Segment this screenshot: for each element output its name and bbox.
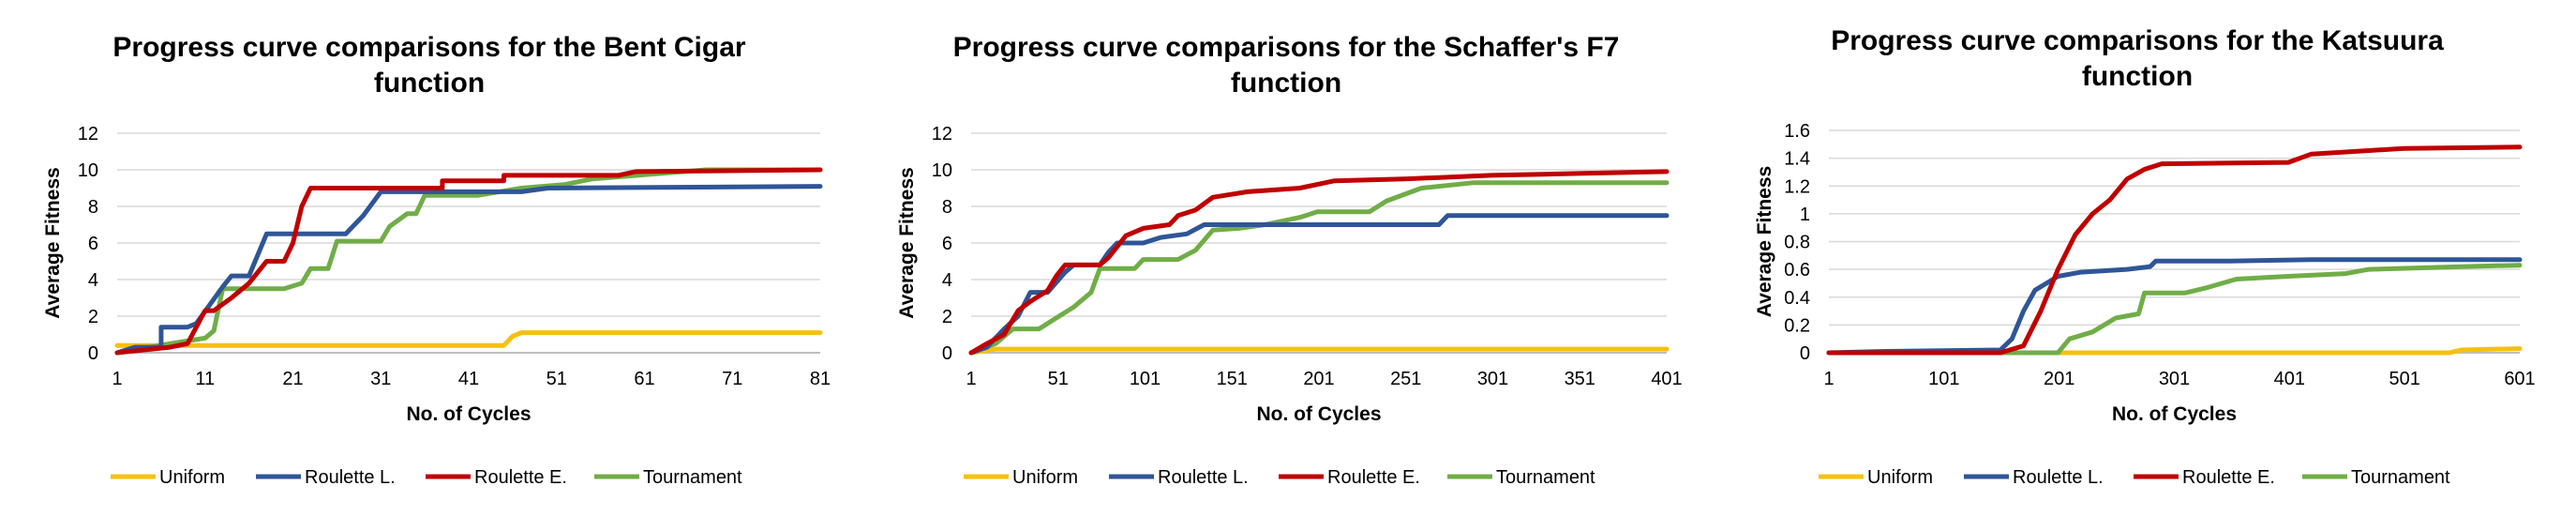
y-tick-label: 0.8 [1784, 233, 1810, 253]
x-tick-label: 61 [634, 369, 654, 389]
series-line-roulette-e [968, 169, 1670, 356]
x-tick-label: 501 [2389, 369, 2419, 389]
y-tick-label: 1.6 [1784, 121, 1810, 142]
y-tick-label: 4 [942, 270, 952, 291]
y-tick-label: 0.6 [1784, 260, 1810, 281]
y-tick-label: 8 [942, 197, 952, 218]
legend: Uniform Roulette L. Roulette E. Tournament [964, 467, 1595, 488]
y-tick-label: 0.4 [1784, 288, 1810, 309]
x-tick-label: 1 [1823, 369, 1834, 389]
legend-label: Uniform [1867, 467, 1933, 488]
x-tick-label: 201 [1303, 369, 1334, 389]
x-tick-label: 51 [1048, 369, 1069, 389]
chart-title-line: function [1231, 68, 1341, 99]
series-line-roulette-l [968, 213, 1670, 356]
x-tick-label: 301 [1477, 369, 1508, 389]
y-tick-label: 2 [88, 307, 98, 327]
x-tick-label: 71 [722, 369, 742, 389]
legend-label: Roulette E. [474, 467, 567, 488]
x-axis-title: No. of Cycles [2112, 403, 2237, 425]
series-line-roulette-l [1826, 257, 2523, 356]
x-tick-label: 1 [112, 369, 122, 389]
y-tick-label: 12 [932, 124, 952, 144]
legend-label: Roulette L. [305, 467, 396, 488]
series-line-tournament [1826, 263, 2523, 356]
x-tick-label: 401 [1651, 369, 1682, 389]
series-line-roulette-l [114, 184, 823, 356]
x-tick-label: 21 [282, 369, 303, 389]
x-tick-label: 151 [1217, 369, 1248, 389]
legend-label: Tournament [1496, 467, 1595, 488]
x-tick-label: 1 [966, 369, 976, 389]
chart-title-line: function [2082, 61, 2193, 92]
legend-label: Tournament [643, 467, 742, 488]
y-tick-label: 2 [942, 307, 952, 327]
series-line-tournament [114, 167, 823, 356]
y-tick-label: 12 [78, 124, 98, 144]
x-tick-label: 251 [1390, 369, 1421, 389]
y-tick-label: 0 [88, 343, 98, 364]
legend-label: Roulette L. [1158, 467, 1249, 488]
y-tick-label: 10 [932, 160, 952, 181]
x-tick-label: 81 [810, 369, 831, 389]
y-tick-label: 6 [88, 234, 98, 254]
legend-label: Roulette E. [1327, 467, 1420, 488]
y-axis-title: Average Fitness [896, 167, 918, 318]
legend: Uniform Roulette L. Roulette E. Tournament [1819, 467, 2450, 488]
y-tick-label: 0 [1800, 343, 1810, 364]
y-tick-label: 1 [1800, 205, 1810, 225]
x-tick-label: 301 [2159, 369, 2190, 389]
chart-title-line: function [374, 68, 485, 99]
chart-title-line: Progress curve comparisons for the Katsu… [1831, 25, 2444, 56]
chart-1: Progress curve comparisons for the Bent … [42, 32, 831, 488]
series-line-tournament [968, 180, 1670, 356]
y-tick-label: 0 [942, 343, 952, 364]
y-tick-label: 10 [78, 160, 98, 181]
y-tick-label: 8 [88, 197, 98, 218]
y-axis-title: Average Fitness [1754, 166, 1775, 317]
legend-label: Roulette L. [2013, 467, 2104, 488]
series-line-uniform [1826, 346, 2523, 356]
x-axis-title: No. of Cycles [1256, 403, 1381, 425]
chart-2: Progress curve comparisons for the Schaf… [896, 32, 1683, 488]
series-line-roulette-e [1826, 144, 2523, 356]
y-axis-title: Average Fitness [42, 167, 64, 318]
y-tick-label: 6 [942, 234, 952, 254]
legend: Uniform Roulette L. Roulette E. Tournament [111, 467, 742, 488]
series-line-uniform [114, 330, 823, 348]
y-tick-label: 1.2 [1784, 176, 1810, 197]
chart-3: Progress curve comparisons for the Katsu… [1754, 25, 2536, 488]
x-tick-label: 31 [370, 369, 391, 389]
x-tick-label: 51 [547, 369, 567, 389]
x-tick-label: 101 [1130, 369, 1161, 389]
x-tick-label: 201 [2044, 369, 2074, 389]
x-axis-title: No. of Cycles [406, 403, 531, 425]
x-tick-label: 351 [1565, 369, 1595, 389]
legend-label: Uniform [159, 467, 225, 488]
x-tick-label: 601 [2504, 369, 2535, 389]
x-tick-label: 401 [2274, 369, 2305, 389]
chart-title-line: Progress curve comparisons for the Bent … [112, 32, 746, 63]
legend-label: Tournament [2351, 467, 2450, 488]
x-tick-label: 11 [195, 369, 215, 389]
x-tick-label: 101 [1928, 369, 1959, 389]
y-tick-label: 4 [88, 270, 98, 291]
legend-label: Uniform [1012, 467, 1078, 488]
chart-title-line: Progress curve comparisons for the Schaf… [953, 32, 1620, 63]
y-tick-label: 0.2 [1784, 315, 1810, 336]
series-line-roulette-e [114, 167, 823, 356]
x-tick-label: 41 [458, 369, 479, 389]
y-tick-label: 1.4 [1784, 149, 1810, 170]
legend-label: Roulette E. [2182, 467, 2275, 488]
